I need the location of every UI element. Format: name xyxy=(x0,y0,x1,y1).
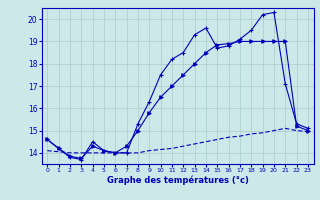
X-axis label: Graphe des températures (°c): Graphe des températures (°c) xyxy=(107,176,249,185)
